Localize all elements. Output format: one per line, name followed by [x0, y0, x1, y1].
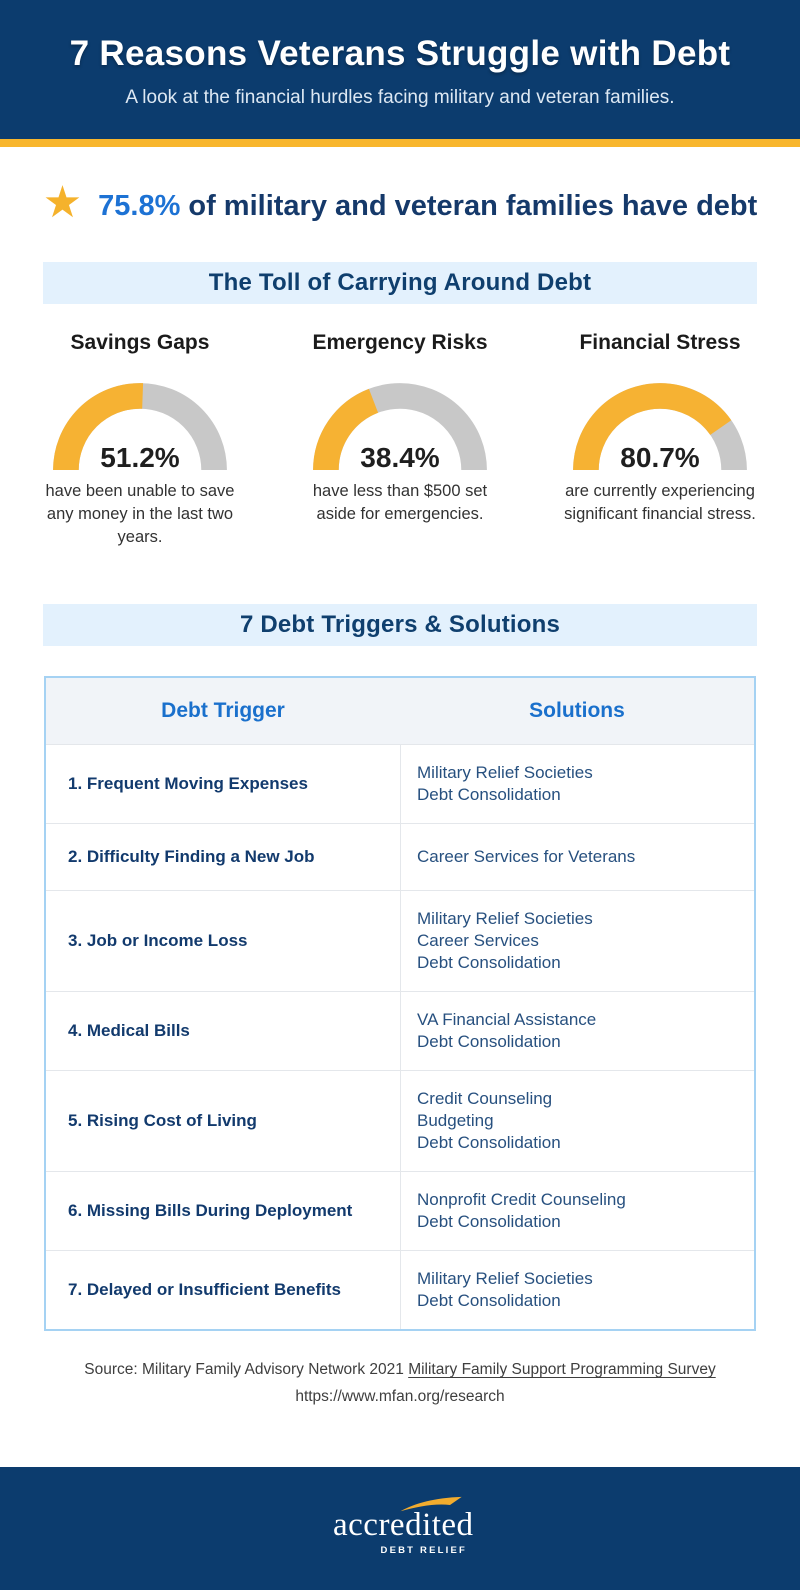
trigger-label: 1. Frequent Moving Expenses: [68, 774, 308, 794]
table-row: 7. Delayed or Insufficient Benefits Mili…: [46, 1250, 754, 1330]
section-title: 7 Debt Triggers & Solutions: [239, 611, 561, 639]
source-url: https://www.mfan.org/research: [295, 1387, 505, 1405]
accredited-debt-relief-logo: accredited DEBT RELIEF: [333, 1496, 474, 1556]
solution-item: Budgeting: [417, 1111, 494, 1131]
gauge-arc-icon: [573, 383, 747, 470]
trigger-label: 7. Delayed or Insufficient Benefits: [68, 1280, 342, 1300]
gauge-percent: 51.2%: [100, 442, 180, 473]
solution-item: Nonprofit Credit Counseling: [417, 1190, 626, 1210]
trigger-label: 4. Medical Bills: [68, 1021, 190, 1041]
logo-wordmark: accredited: [333, 1507, 474, 1543]
solution-item: Career Services: [417, 931, 539, 951]
star-icon: ★: [42, 178, 83, 227]
solutions-cell: Military Relief Societies Debt Consolida…: [400, 1251, 754, 1330]
logo-tagline: DEBT RELIEF: [380, 1545, 467, 1556]
gauge-arc-icon: [313, 383, 487, 470]
solution-item: Debt Consolidation: [417, 1212, 561, 1232]
solution-item: Military Relief Societies: [417, 1269, 593, 1289]
table-row: 3. Job or Income Loss Military Relief So…: [46, 890, 754, 992]
trigger-label: 5. Rising Cost of Living: [68, 1111, 257, 1131]
debt-trigger-table: Debt Trigger Solutions 1. Frequent Movin…: [44, 676, 756, 1332]
headline-stat-value: 75.8%: [98, 189, 181, 222]
section-banner-triggers: 7 Debt Triggers & Solutions: [43, 604, 757, 647]
solution-item: VA Financial Assistance: [417, 1010, 597, 1030]
solutions-cell: VA Financial Assistance Debt Consolidati…: [400, 992, 754, 1071]
gauge-emergency-risks: Emergency Risks 38.4% have less than $50…: [288, 331, 512, 549]
solutions-cell: Military Relief Societies Debt Consolida…: [400, 745, 754, 824]
solutions-cell: Military Relief Societies Career Service…: [400, 891, 754, 992]
section-banner-toll: The Toll of Carrying Around Debt: [43, 262, 757, 304]
headline-stat-label: of military and veteran families have de…: [188, 189, 758, 222]
solution-item: Debt Consolidation: [417, 1032, 561, 1052]
table-row: 2. Difficulty Finding a New Job Career S…: [46, 823, 754, 891]
table-row: 4. Medical Bills VA Financial Assistance…: [46, 991, 754, 1071]
gauge-title: Emergency Risks: [312, 331, 488, 354]
solutions-cell: Career Services for Veterans: [400, 824, 754, 891]
page-title: 7 Reasons Veterans Struggle with Debt: [69, 34, 731, 73]
gauge-chart: 80.7%: [565, 375, 755, 473]
gauge-chart: 38.4%: [305, 375, 495, 473]
gauge-percent: 80.7%: [620, 442, 700, 473]
gauge-percent: 38.4%: [360, 442, 440, 473]
solution-item: Military Relief Societies: [417, 909, 593, 929]
gauge-arc-icon: [53, 383, 227, 470]
source-text: Source: Military Family Advisory Network…: [84, 1361, 409, 1379]
footer-band: accredited DEBT RELIEF: [0, 1467, 800, 1590]
solution-item: Debt Consolidation: [417, 1291, 561, 1311]
table-row: 6. Missing Bills During Deployment Nonpr…: [46, 1171, 754, 1251]
gauge-description: have less than $500 set aside for emerge…: [312, 482, 488, 524]
header-band: 7 Reasons Veterans Struggle with Debt A …: [0, 0, 800, 139]
trigger-label: 6. Missing Bills During Deployment: [68, 1201, 353, 1221]
headline-stat-row: ★ 75.8% of military and veteran families …: [0, 178, 800, 229]
gauge-row: Savings Gaps 51.2% have been unable to s…: [28, 331, 772, 549]
column-header-debt-trigger: Debt Trigger: [161, 699, 285, 723]
solution-item: Career Services for Veterans: [417, 847, 636, 867]
gauge-title: Financial Stress: [579, 331, 741, 354]
solution-item: Credit Counseling: [417, 1089, 553, 1109]
gauge-title: Savings Gaps: [70, 331, 210, 354]
table-row: 5. Rising Cost of Living Credit Counseli…: [46, 1070, 754, 1172]
logo-swoosh-icon: [400, 1496, 462, 1512]
solution-item: Military Relief Societies: [417, 763, 593, 783]
source-note: Source: Military Family Advisory Network…: [0, 1357, 800, 1410]
page-subtitle: A look at the financial hurdles facing m…: [125, 87, 675, 108]
table-row: 1. Frequent Moving Expenses Military Rel…: [46, 744, 754, 824]
solution-item: Debt Consolidation: [417, 1133, 561, 1153]
gauge-description: have been unable to save any money in th…: [45, 482, 235, 547]
solution-item: Debt Consolidation: [417, 953, 561, 973]
gauge-description: are currently experiencing significant f…: [564, 482, 756, 524]
trigger-label: 3. Job or Income Loss: [68, 931, 248, 951]
column-header-solutions: Solutions: [529, 699, 625, 723]
solutions-cell: Nonprofit Credit Counseling Debt Consoli…: [400, 1172, 754, 1251]
source-survey-link[interactable]: Military Family Support Programming Surv…: [408, 1361, 716, 1379]
section-title: The Toll of Carrying Around Debt: [208, 269, 592, 296]
solutions-cell: Credit Counseling Budgeting Debt Consoli…: [400, 1071, 754, 1172]
solution-item: Debt Consolidation: [417, 785, 561, 805]
trigger-label: 2. Difficulty Finding a New Job: [68, 847, 315, 867]
gauge-financial-stress: Financial Stress 80.7% are currently exp…: [548, 331, 772, 549]
gold-divider: [0, 139, 800, 147]
gauge-savings-gaps: Savings Gaps 51.2% have been unable to s…: [28, 331, 252, 549]
gauge-chart: 51.2%: [45, 375, 235, 473]
headline-text: 75.8% of military and veteran families ha…: [98, 190, 757, 223]
table-header-row: Debt Trigger Solutions: [46, 678, 754, 745]
